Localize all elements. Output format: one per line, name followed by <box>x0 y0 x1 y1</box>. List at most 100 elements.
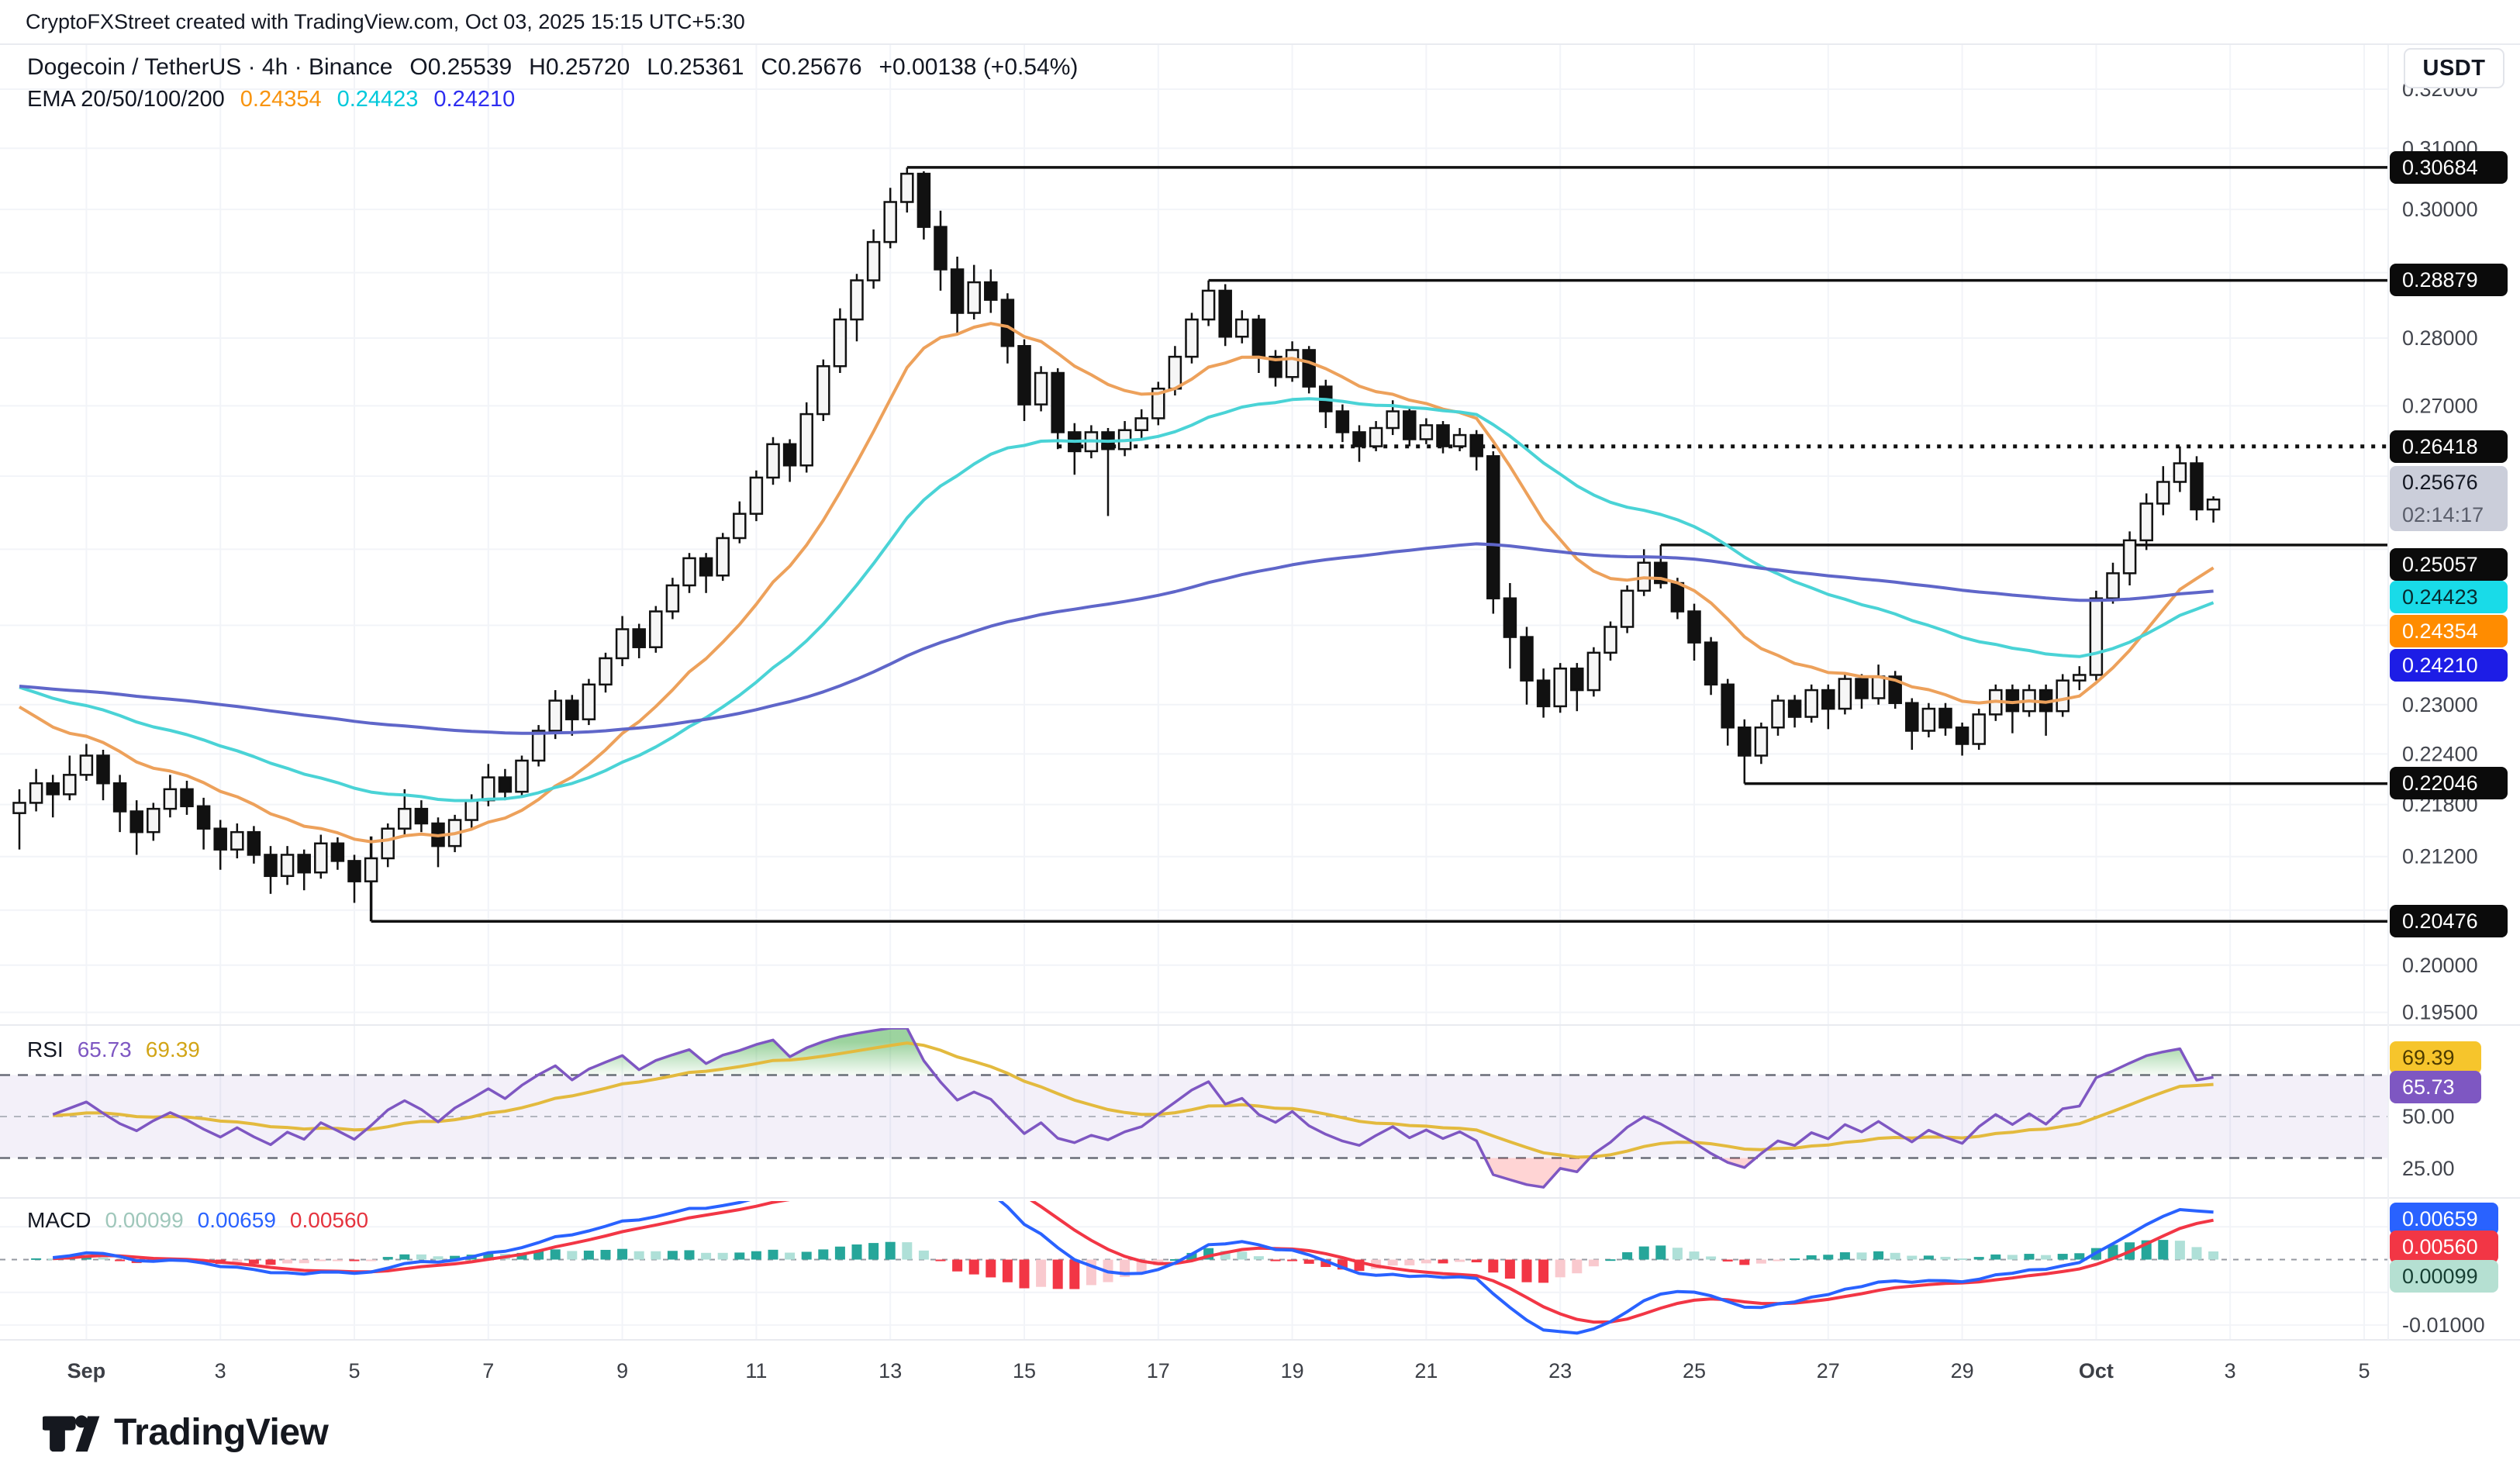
candle[interactable] <box>1570 667 1584 692</box>
rsi-scale-label[interactable]: 50.00 <box>2402 1105 2455 1128</box>
candle[interactable] <box>12 802 26 814</box>
candle[interactable] <box>833 318 847 368</box>
candle[interactable] <box>1034 371 1048 406</box>
candle[interactable] <box>1955 727 1969 745</box>
candle[interactable] <box>733 513 747 540</box>
candle[interactable] <box>1051 371 1065 433</box>
candle[interactable] <box>112 782 127 813</box>
candle[interactable] <box>984 281 998 301</box>
candle[interactable] <box>1235 318 1249 338</box>
candle[interactable] <box>2206 498 2221 511</box>
candle[interactable] <box>482 776 495 802</box>
candle[interactable] <box>1452 433 1467 447</box>
candle[interactable] <box>1938 707 1952 729</box>
candle[interactable] <box>1201 289 1216 321</box>
tradingview-logo[interactable]: TradingView <box>43 1407 329 1458</box>
time-scale-label[interactable]: 23 <box>1548 1359 1572 1382</box>
candle[interactable] <box>1419 424 1434 440</box>
time-scale-label[interactable]: 11 <box>745 1359 767 1382</box>
price-scale-label[interactable]: 0.21200 <box>2402 845 2478 868</box>
ema-200-line[interactable] <box>19 542 2214 735</box>
candle[interactable] <box>699 557 713 577</box>
candle[interactable] <box>1436 424 1450 447</box>
candle[interactable] <box>1787 699 1802 718</box>
candle[interactable] <box>297 854 311 874</box>
candle[interactable] <box>1369 426 1383 447</box>
candle[interactable] <box>1302 349 1316 388</box>
candle[interactable] <box>213 827 227 851</box>
macd-signal-line[interactable] <box>53 1157 2214 1324</box>
candle[interactable] <box>615 628 630 660</box>
candle[interactable] <box>1520 636 1534 682</box>
candle[interactable] <box>2139 502 2153 542</box>
candle[interactable] <box>163 788 178 810</box>
candle[interactable] <box>464 799 478 821</box>
candle[interactable] <box>1586 651 1601 692</box>
candlestick-series[interactable] <box>12 167 2221 903</box>
macd-pane[interactable] <box>0 1143 2388 1335</box>
rsi-pane[interactable] <box>0 1028 2388 1189</box>
candle[interactable] <box>782 443 797 467</box>
macd-legend[interactable]: MACD 0.00099 0.00659 0.00560 <box>27 1208 382 1233</box>
time-scale-label[interactable]: 25 <box>1683 1359 1706 1382</box>
price-scale-label[interactable]: 0.27000 <box>2402 394 2478 417</box>
candle[interactable] <box>1403 410 1417 440</box>
candle[interactable] <box>96 754 110 785</box>
candle[interactable] <box>799 412 813 467</box>
candle[interactable] <box>2106 572 2120 599</box>
price-scale-label[interactable]: 0.28000 <box>2402 326 2478 350</box>
candle[interactable] <box>1335 410 1350 433</box>
time-scale-label[interactable]: Oct <box>2079 1359 2114 1382</box>
candle[interactable] <box>850 279 864 321</box>
candle[interactable] <box>766 443 780 479</box>
candle[interactable] <box>866 240 881 281</box>
candle[interactable] <box>1754 727 1769 757</box>
macd-line[interactable] <box>52 1143 2214 1335</box>
rsi-line[interactable] <box>52 1028 2214 1189</box>
candle[interactable] <box>1687 610 1701 644</box>
candle[interactable] <box>180 788 194 808</box>
candle[interactable] <box>1620 589 1635 628</box>
candle[interactable] <box>196 805 211 830</box>
candle[interactable] <box>1536 679 1551 708</box>
candle[interactable] <box>1603 626 1617 654</box>
candle[interactable] <box>2173 462 2187 483</box>
macd-scale-label[interactable]: -0.01000 <box>2402 1313 2485 1337</box>
candle[interactable] <box>1670 582 1685 613</box>
rsi-legend[interactable]: RSI 65.73 69.39 <box>27 1037 214 1062</box>
candle[interactable] <box>531 730 546 762</box>
candle[interactable] <box>381 827 395 860</box>
ema-50-line[interactable] <box>19 397 2214 803</box>
candle[interactable] <box>716 537 730 577</box>
ema-20-line[interactable] <box>18 322 2214 844</box>
candle[interactable] <box>749 476 764 515</box>
time-scale-label[interactable]: 3 <box>2225 1359 2236 1382</box>
candle[interactable] <box>2089 597 2104 676</box>
candle[interactable] <box>2073 674 2087 682</box>
candle[interactable] <box>1218 289 1232 338</box>
time-scale-label[interactable]: 19 <box>1281 1359 1304 1382</box>
candle[interactable] <box>548 699 562 732</box>
time-scale-label[interactable]: 3 <box>215 1359 226 1382</box>
candle[interactable] <box>2190 462 2204 511</box>
candle[interactable] <box>2056 679 2070 713</box>
candle[interactable] <box>264 854 278 878</box>
ema-legend[interactable]: EMA 20/50/100/200 0.24354 0.24423 0.24210 <box>27 87 530 112</box>
time-scale-label[interactable]: 27 <box>1817 1359 1840 1382</box>
candle[interactable] <box>1855 678 1869 699</box>
candle[interactable] <box>682 557 696 587</box>
time-scale-label[interactable]: 5 <box>2358 1359 2370 1382</box>
candle[interactable] <box>883 201 897 243</box>
time-scale-label[interactable]: 17 <box>1147 1359 1170 1382</box>
candle[interactable] <box>599 657 613 686</box>
candle[interactable] <box>147 807 161 834</box>
candle[interactable] <box>1888 675 1902 704</box>
candle[interactable] <box>230 830 244 851</box>
candle[interactable] <box>46 782 60 796</box>
candle[interactable] <box>1352 431 1366 447</box>
rsi-ma-line[interactable] <box>53 1041 2214 1159</box>
price-scale-label[interactable]: 0.23000 <box>2402 693 2478 716</box>
candle[interactable] <box>1804 689 1818 718</box>
candle[interactable] <box>950 268 965 314</box>
price-scale[interactable]: 0.320000.310000.300000.280000.270000.260… <box>2390 78 2508 1337</box>
